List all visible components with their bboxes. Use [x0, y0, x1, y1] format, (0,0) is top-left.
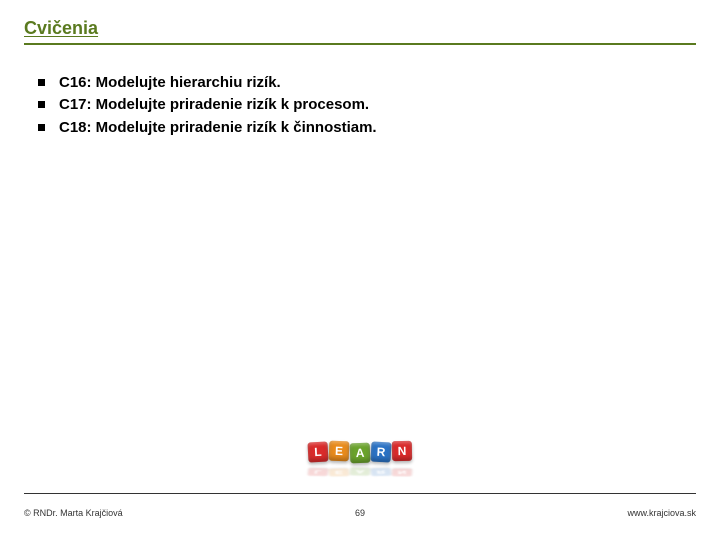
learn-graphic: L E A R N [308, 442, 412, 462]
footer-url: www.krajciova.sk [627, 508, 696, 518]
cube-icon: L [307, 468, 328, 476]
slide: Cvičenia C16: Modelujte hierarchiu rizík… [0, 0, 720, 540]
cube-icon: A [350, 443, 371, 464]
footer-divider [24, 493, 696, 494]
bullet-marker-icon [38, 101, 45, 108]
slide-title: Cvičenia [24, 18, 696, 45]
cube-icon: R [370, 441, 391, 462]
cube-icon: L [307, 441, 328, 462]
cube-icon: N [392, 468, 412, 476]
bullet-text: C16: Modelujte hierarchiu rizík. [59, 73, 281, 93]
cube-icon: E [329, 441, 350, 462]
bullet-text: C18: Modelujte priradenie rizík k činnos… [59, 118, 377, 138]
bullet-marker-icon [38, 124, 45, 131]
bullet-marker-icon [38, 79, 45, 86]
bullet-item: C17: Modelujte priradenie rizík k proces… [38, 95, 696, 115]
footer: © RNDr. Marta Krajčiová 69 www.krajciova… [24, 508, 696, 518]
bullet-text: C17: Modelujte priradenie rizík k proces… [59, 95, 369, 115]
learn-graphic-reflection: L E A R N [308, 468, 412, 476]
content-area: C16: Modelujte hierarchiu rizík. C17: Mo… [24, 73, 696, 138]
footer-copyright: © RNDr. Marta Krajčiová [24, 508, 123, 518]
cube-icon: E [329, 468, 350, 476]
page-number: 69 [355, 508, 365, 518]
bullet-item: C16: Modelujte hierarchiu rizík. [38, 73, 696, 93]
cube-icon: N [392, 441, 412, 461]
cube-icon: R [370, 468, 391, 476]
bullet-item: C18: Modelujte priradenie rizík k činnos… [38, 118, 696, 138]
cube-icon: A [350, 467, 371, 475]
